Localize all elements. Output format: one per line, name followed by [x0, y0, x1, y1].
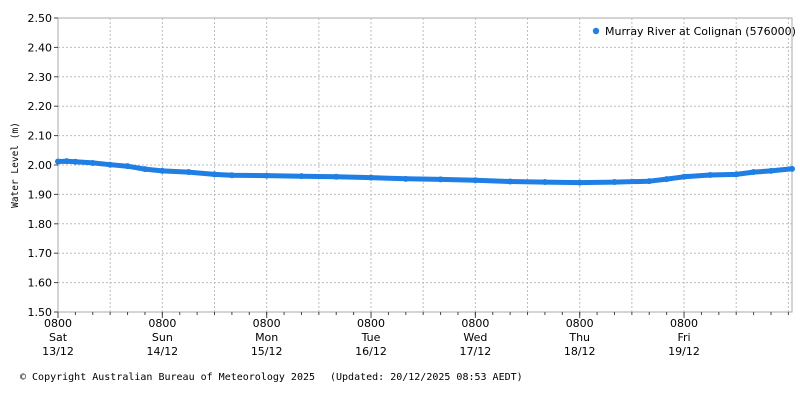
legend-label: Murray River at Colignan (576000) [605, 25, 796, 38]
data-point [646, 178, 653, 185]
data-point [159, 167, 166, 174]
x-tick-label: Sat [49, 331, 68, 344]
grid-layer [57, 17, 793, 313]
data-point [707, 171, 714, 178]
x-tick-label: Tue [361, 331, 381, 344]
x-tick-label: 0800 [461, 317, 489, 330]
data-point [107, 161, 114, 168]
y-tick-label: 2.10 [28, 130, 53, 143]
data-point [124, 163, 131, 170]
data-point [789, 165, 795, 172]
data-point [767, 167, 774, 174]
data-point [541, 179, 548, 186]
x-tick-label: Mon [255, 331, 278, 344]
plot-border [57, 17, 793, 313]
data-point [663, 176, 670, 183]
x-tick-label: Fri [677, 331, 690, 344]
data-point [472, 177, 479, 184]
x-tick-label: 18/12 [564, 345, 596, 358]
data-point [263, 172, 270, 179]
y-tick-label: 2.00 [28, 159, 53, 172]
data-point [72, 158, 79, 165]
x-tick-label: 13/12 [42, 345, 74, 358]
y-tick-label: 2.20 [28, 100, 53, 113]
series-line [55, 158, 795, 186]
y-tick-label: 2.50 [28, 12, 53, 25]
x-tick-label: 0800 [357, 317, 385, 330]
legend: Murray River at Colignan (576000) [592, 25, 796, 38]
data-point [681, 173, 688, 180]
data-point [507, 178, 514, 185]
axis-layer: 1.50 1.60 1.70 1.80 1.90 2.00 2.10 2.20 2.30 2.40… [28, 12, 789, 358]
x-tick-label: 17/12 [460, 345, 492, 358]
y-tick-label: 1.90 [28, 188, 53, 201]
x-tick-label: Thu [568, 331, 590, 344]
y-tick-label: 1.80 [28, 218, 53, 231]
data-point [611, 179, 618, 186]
data-point [228, 172, 235, 179]
data-point [437, 176, 444, 183]
data-point [368, 174, 375, 181]
x-tick-label: 0800 [566, 317, 594, 330]
data-point [211, 171, 218, 178]
x-tick-label: 14/12 [146, 345, 178, 358]
data-point [55, 158, 61, 165]
y-tick-label: 2.30 [28, 71, 53, 84]
x-tick-label: 15/12 [251, 345, 283, 358]
x-tick-label: 19/12 [668, 345, 700, 358]
x-tick-label: Sun [152, 331, 173, 344]
legend-marker [592, 27, 600, 35]
data-point [750, 169, 757, 176]
data-point [576, 179, 583, 186]
x-tick-label: 0800 [670, 317, 698, 330]
x-tick-label: 0800 [148, 317, 176, 330]
data-point [298, 173, 305, 180]
data-point [333, 173, 340, 180]
data-point [89, 159, 96, 166]
y-tick-label: 2.40 [28, 41, 53, 54]
data-point [141, 166, 148, 173]
updated-text: (Updated: 20/12/2025 08:53 AEDT) [330, 372, 523, 383]
y-tick-label: 1.70 [28, 247, 53, 260]
data-point [185, 169, 192, 176]
x-tick-label: 16/12 [355, 345, 387, 358]
data-point [63, 158, 70, 165]
copyright-text: © Copyright Australian Bureau of Meteoro… [20, 372, 316, 383]
data-point [733, 171, 740, 178]
data-point [402, 175, 409, 182]
data-layer [55, 158, 795, 186]
y-tick-label: 1.50 [28, 306, 53, 319]
x-tick-label: 0800 [253, 317, 281, 330]
x-tick-label: Wed [463, 331, 487, 344]
x-tick-label: 0800 [44, 317, 72, 330]
y-tick-label: 1.60 [28, 277, 53, 290]
y-axis-label: Water Level (m) [10, 122, 21, 208]
